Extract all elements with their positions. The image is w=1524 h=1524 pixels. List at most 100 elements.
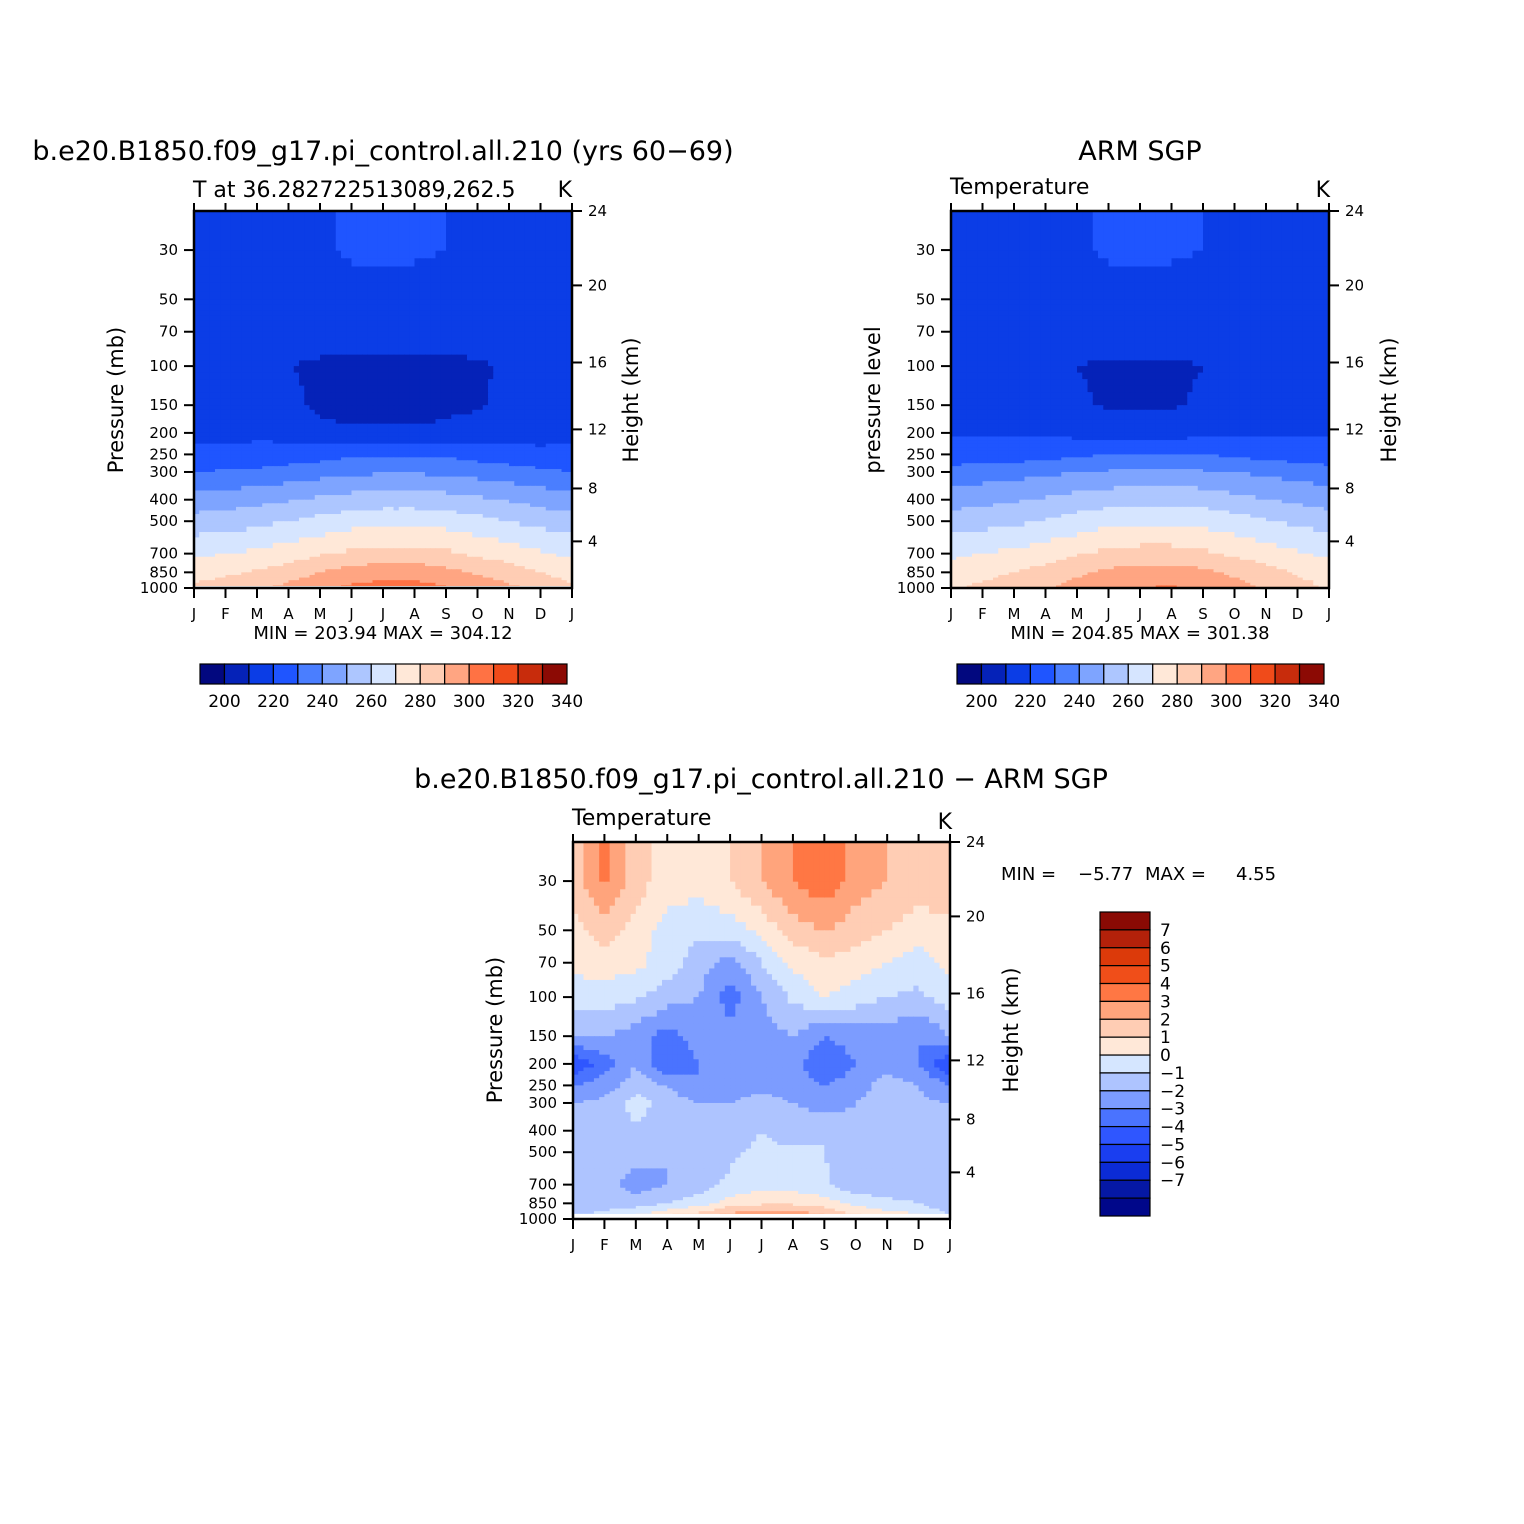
- contour-cell: [309, 503, 316, 508]
- contour-cell: [309, 580, 316, 584]
- contour-cell: [519, 503, 526, 508]
- contour-cell: [362, 548, 368, 555]
- contour-cell: [435, 398, 442, 406]
- contour-cell: [414, 490, 421, 496]
- contour-cell: [246, 574, 253, 579]
- contour-cell: [545, 436, 552, 441]
- contour-cell: [498, 320, 505, 327]
- contour-cell: [566, 542, 573, 549]
- contour-cell: [246, 348, 253, 356]
- contour-cell: [467, 343, 473, 350]
- contour-cell: [404, 532, 410, 539]
- contour-cell: [215, 577, 221, 581]
- contour-cell: [566, 556, 573, 561]
- contour-cell: [383, 291, 389, 300]
- contour-cell: [225, 463, 232, 467]
- contour-cell: [551, 258, 557, 268]
- contour-cell: [556, 490, 563, 496]
- contour-cell: [262, 392, 269, 400]
- contour-cell: [215, 299, 221, 306]
- contour-cell: [346, 510, 353, 515]
- contour-cell: [372, 469, 379, 473]
- contour-cell: [225, 460, 232, 464]
- contour-cell: [215, 572, 221, 576]
- contour-cell: [288, 572, 295, 576]
- contour-cell: [341, 343, 347, 350]
- contour-cell: [314, 476, 321, 482]
- contour-cell: [299, 457, 305, 461]
- contour-cell: [346, 354, 353, 361]
- contour-cell: [493, 495, 500, 501]
- contour-cell: [272, 485, 279, 492]
- contour-cell: [330, 299, 337, 306]
- contour-cell: [430, 366, 437, 374]
- contour-cell: [241, 331, 248, 339]
- contour-cell: [367, 510, 374, 515]
- contour-cell: [220, 282, 227, 292]
- contour-cell: [314, 320, 321, 327]
- contour-cell: [330, 310, 337, 317]
- contour-cell: [509, 291, 515, 300]
- contour-cell: [393, 476, 400, 482]
- contour-cell: [209, 499, 216, 504]
- contour-cell: [535, 354, 542, 361]
- contour-cell: [509, 450, 515, 455]
- contour-cell: [278, 569, 284, 573]
- contour-cell: [467, 495, 473, 501]
- contour-cell: [377, 385, 384, 393]
- contour-cell: [225, 331, 232, 339]
- contour-cell: [299, 258, 305, 268]
- contour-cell: [257, 250, 263, 259]
- contour-cell: [220, 432, 227, 438]
- contour-cell: [215, 310, 221, 317]
- contour-cell: [209, 398, 216, 406]
- contour-cell: [204, 481, 211, 487]
- contour-cell: [367, 440, 374, 445]
- contour-cell: [215, 436, 221, 441]
- contour-cell: [388, 526, 395, 533]
- contour-cell: [566, 532, 573, 539]
- contour-cell: [362, 454, 368, 458]
- contour-cell: [220, 476, 227, 482]
- contour-cell: [519, 471, 526, 478]
- contour-cell: [545, 354, 552, 361]
- contour-cell: [482, 447, 489, 452]
- contour-cell: [461, 282, 468, 292]
- contour-cell: [335, 574, 342, 579]
- contour-cell: [362, 559, 368, 564]
- contour-cell: [545, 542, 552, 549]
- contour-cell: [377, 432, 384, 438]
- contour-cell: [351, 532, 358, 539]
- contour-cell: [456, 471, 463, 478]
- contour-cell: [257, 337, 263, 344]
- contour-cell: [561, 419, 568, 425]
- contour-cell: [299, 495, 305, 501]
- contour-cell: [293, 414, 300, 420]
- contour-cell: [367, 385, 374, 393]
- contour-cell: [299, 526, 305, 533]
- contour-cell: [215, 419, 221, 425]
- contour-cell: [194, 443, 200, 448]
- contour-cell: [551, 490, 557, 496]
- contour-cell: [314, 506, 321, 512]
- contour-cell: [330, 514, 337, 519]
- contour-cell: [430, 562, 437, 567]
- contour-cell: [461, 354, 468, 361]
- contour-cell: [446, 526, 452, 533]
- contour-cell: [383, 517, 389, 522]
- contour-cell: [351, 447, 358, 452]
- contour-cell: [566, 503, 573, 508]
- contour-cell: [293, 460, 300, 464]
- contour-cell: [535, 443, 542, 448]
- contour-cell: [514, 548, 521, 555]
- contour-cell: [299, 574, 305, 579]
- contour-cell: [503, 304, 510, 311]
- contour-cell: [398, 419, 405, 425]
- contour-cell: [561, 440, 568, 445]
- contour-cell: [414, 315, 421, 322]
- contour-cell: [530, 348, 536, 356]
- contour-cell: [272, 503, 279, 508]
- contour-cell: [220, 436, 227, 441]
- contour-cell: [461, 514, 468, 519]
- contour-cell: [551, 266, 557, 276]
